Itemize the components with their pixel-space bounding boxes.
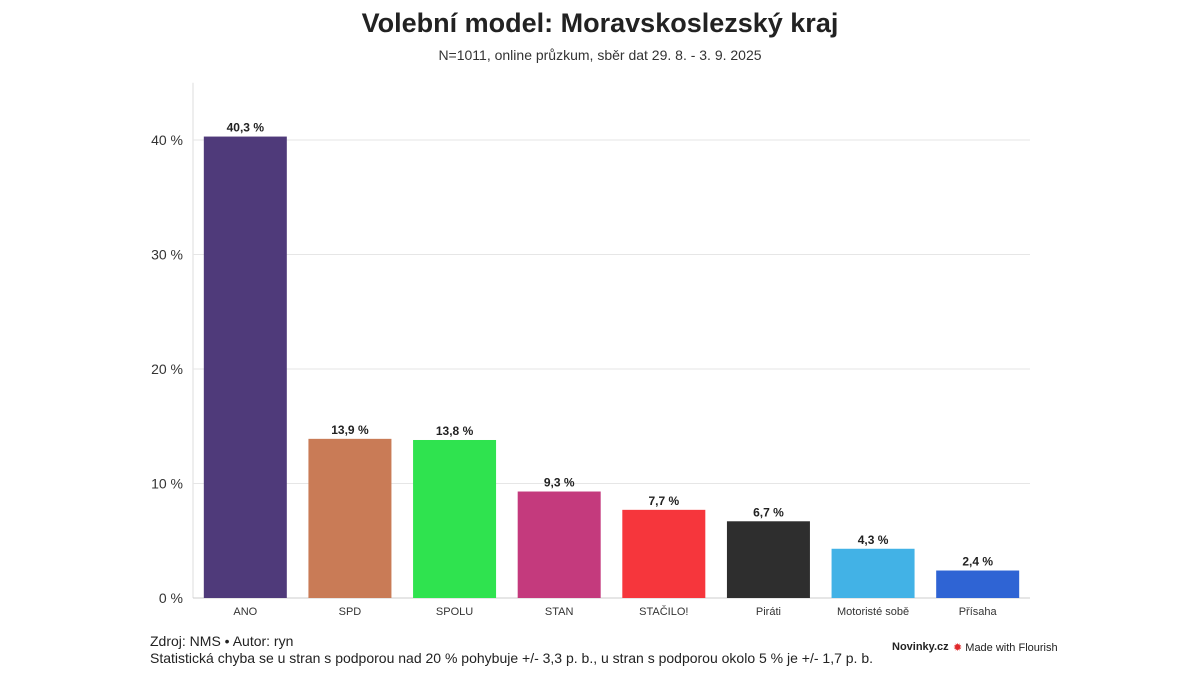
flourish-label: Made with Flourish: [965, 642, 1058, 654]
x-tick-label: SPOLU: [436, 606, 473, 618]
bar: [726, 521, 810, 598]
x-tick-label: STAN: [545, 606, 574, 618]
bar: [622, 509, 706, 598]
data-label: 40,3 %: [227, 121, 265, 135]
x-tick-label: Motoristé sobě: [837, 606, 909, 618]
data-label: 13,8 %: [436, 424, 474, 438]
bar: [308, 438, 392, 598]
y-tick-label: 40 %: [151, 132, 183, 148]
chart-title: Volební model: Moravskoslezský kraj: [361, 8, 839, 38]
y-tick-label: 10 %: [151, 476, 183, 492]
data-label: 7,7 %: [648, 494, 679, 508]
bar: [517, 491, 601, 598]
y-tick-label: 30 %: [151, 247, 183, 263]
data-label: 4,3 %: [858, 533, 889, 547]
x-tick-label: SPD: [339, 606, 362, 618]
x-tick-label: STAČILO!: [639, 605, 688, 618]
chart-subtitle: N=1011, online průzkum, sběr dat 29. 8. …: [438, 47, 762, 63]
data-label: 9,3 %: [544, 476, 575, 490]
source-note: Zdroj: NMS • Autor: ryn: [150, 633, 294, 649]
x-tick-label: Přísaha: [959, 606, 998, 618]
data-label: 2,4 %: [962, 555, 993, 569]
error-note: Statistická chyba se u stran s podporou …: [150, 650, 874, 666]
x-tick-label: ANO: [233, 606, 257, 618]
data-label: 6,7 %: [753, 505, 784, 519]
y-tick-label: 0 %: [159, 590, 183, 606]
data-label: 13,9 %: [331, 423, 369, 437]
bar: [936, 570, 1020, 598]
bar: [413, 439, 497, 598]
bar: [831, 548, 915, 598]
novinky-logo[interactable]: Novinky.cz: [892, 641, 949, 653]
flourish-icon: ✹: [953, 642, 963, 654]
x-tick-label: Piráti: [756, 606, 781, 618]
y-tick-label: 20 %: [151, 361, 183, 377]
flourish-credit[interactable]: ✹ Made with Flourish: [953, 641, 1058, 654]
bar: [203, 136, 287, 598]
